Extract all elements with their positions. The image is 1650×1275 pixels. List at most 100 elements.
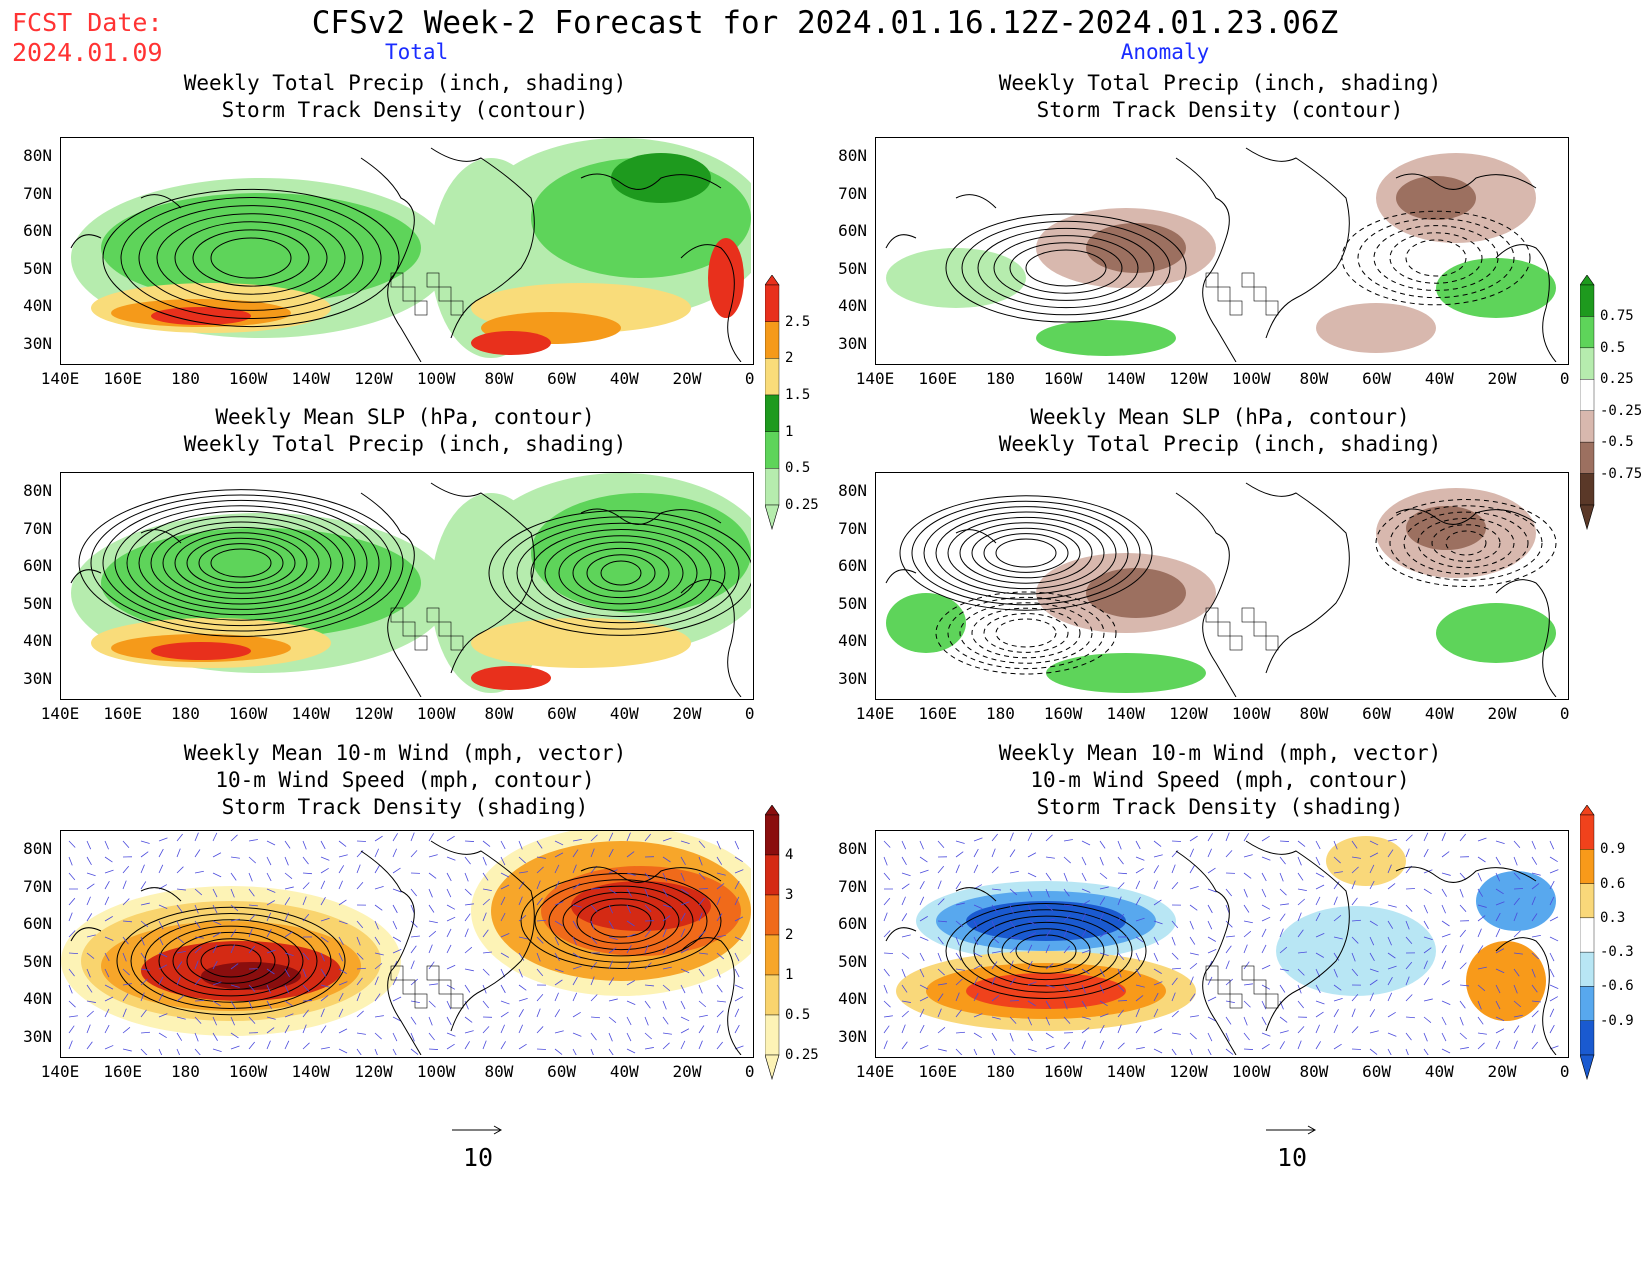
colorbar-strip <box>765 805 780 1081</box>
latitude-label: 70N <box>23 876 52 896</box>
longitude-label: 100W <box>1231 704 1271 723</box>
map-canvas <box>885 482 1557 697</box>
map-total-slp <box>60 472 754 700</box>
map-canvas <box>883 832 1559 1055</box>
longitude-label: 140E <box>40 1062 80 1081</box>
longitude-label: 40W <box>1424 704 1454 723</box>
latitude-label: 30N <box>23 1026 52 1046</box>
latitude-label: 60N <box>23 914 52 933</box>
map-canvas <box>70 138 751 362</box>
latitude-label: 30N <box>23 668 52 688</box>
latitude-label: 30N <box>23 333 52 353</box>
panel-title-total-slp: Weekly Mean SLP (hPa, contour) Weekly To… <box>183 405 627 456</box>
map-total-wind <box>60 830 754 1058</box>
longitude-label: 80W <box>1299 369 1329 388</box>
latitude-label: 30N <box>838 668 867 688</box>
longitude-label: 40W <box>1424 1062 1454 1081</box>
colorbar-label: -0.9 <box>1600 1012 1634 1029</box>
longitude-label: 160E <box>103 1062 142 1081</box>
longitude-label: 160W <box>1043 704 1083 723</box>
latitude-label: 50N <box>23 593 52 613</box>
longitude-label: 140W <box>291 704 331 723</box>
longitude-label: 0 <box>1559 704 1570 723</box>
longitude-label: 140E <box>40 369 80 388</box>
colorbar-label: 0.6 <box>1600 875 1626 892</box>
longitude-label: 60W <box>547 704 577 723</box>
latitude-label: 40N <box>838 296 867 315</box>
longitude-label: 80W <box>1299 1062 1329 1081</box>
latitude-label: 60N <box>838 914 867 933</box>
longitude-label: 100W <box>416 704 456 723</box>
colorbar-label: 0.25 <box>1600 371 1634 388</box>
colorbar-label: 0.9 <box>1600 841 1626 858</box>
latitude-label: 30N <box>838 333 867 353</box>
longitude-label: 140W <box>1106 369 1146 388</box>
longitude-label: 60W <box>1362 369 1392 388</box>
latitude-label: 60N <box>23 556 52 575</box>
panel-title-total-precip: Weekly Total Precip (inch, shading) Stor… <box>183 71 627 122</box>
colorbar-label: 0.75 <box>1600 308 1634 325</box>
longitude-label: 180 <box>170 1062 200 1081</box>
colorbar-label: 0.25 <box>785 497 819 513</box>
colorbar-strip <box>765 275 780 531</box>
colorbar-label: -0.6 <box>1600 978 1634 995</box>
longitude-label: 40W <box>1424 369 1454 388</box>
longitude-label: 140W <box>291 1062 331 1081</box>
colorbar-label: 3 <box>785 887 794 903</box>
latitude-label: 30N <box>838 1026 867 1046</box>
longitude-label: 20W <box>1487 704 1517 723</box>
longitude-label: 140E <box>855 1062 895 1081</box>
longitude-label: 180 <box>985 369 1015 388</box>
panel-title-anom-wind: Weekly Mean 10-m Wind (mph, vector) 10-m… <box>998 741 1442 819</box>
colorbar-strip <box>1580 805 1595 1081</box>
colorbar-label: 4 <box>785 847 794 863</box>
longitude-label: 80W <box>484 704 514 723</box>
longitude-label: 0 <box>1559 369 1570 388</box>
vector-reference-left: 10 <box>448 1122 508 1172</box>
longitude-label: 120W <box>1169 369 1208 388</box>
longitude-label: 80W <box>1299 704 1329 723</box>
longitude-label: 160E <box>103 369 142 388</box>
colorbar-label: 1.5 <box>785 387 811 403</box>
longitude-label: 60W <box>547 369 577 388</box>
longitude-label: 120W <box>1169 704 1208 723</box>
longitude-label: 60W <box>1362 1062 1392 1081</box>
longitude-label: 160E <box>103 704 142 723</box>
map-anomaly-wind <box>875 830 1569 1058</box>
colorbar-label: -0.5 <box>1600 434 1634 451</box>
colorbar-label: -0.75 <box>1600 465 1643 482</box>
latitude-label: 40N <box>838 989 867 1008</box>
longitude-label: 100W <box>1231 369 1271 388</box>
column-label-total: Total <box>385 40 449 64</box>
longitude-label: 0 <box>744 1062 755 1081</box>
page-title: CFSv2 Week-2 Forecast for 2024.01.16.12Z… <box>311 5 1339 41</box>
colorbar-label: 0.3 <box>1600 909 1626 926</box>
latitude-label: 50N <box>838 258 867 278</box>
latitude-label: 70N <box>838 876 867 896</box>
latitude-label: 50N <box>23 951 52 971</box>
forecast-date-block: FCST Date: 2024.01.09 <box>12 8 163 68</box>
colorbar-total-precip: 2.5 2 1.5 1 0.5 0.25 <box>765 275 835 535</box>
longitude-label: 120W <box>354 369 393 388</box>
fcst-date-label: FCST Date: <box>12 8 163 37</box>
longitude-label: 120W <box>354 1062 393 1081</box>
longitude-label: 40W <box>609 1062 639 1081</box>
longitude-label: 20W <box>672 704 702 723</box>
longitude-label: 80W <box>484 1062 514 1081</box>
latitude-label: 50N <box>23 258 52 278</box>
latitude-label: 80N <box>838 481 867 500</box>
panel-title-anom-slp: Weekly Mean SLP (hPa, contour) Weekly To… <box>998 405 1442 456</box>
colorbar-label: 2 <box>785 350 794 367</box>
longitude-label: 120W <box>354 704 393 723</box>
colorbar-strip <box>1580 275 1595 531</box>
longitude-label: 160W <box>228 369 268 388</box>
longitude-label: 180 <box>170 369 200 388</box>
longitude-label: 140E <box>40 704 80 723</box>
vector-reference-arrow <box>1266 1125 1317 1135</box>
longitude-label: 20W <box>1487 369 1517 388</box>
longitude-label: 20W <box>1487 1062 1517 1081</box>
colorbar-label: -0.25 <box>1600 402 1643 419</box>
longitude-label: 100W <box>1231 1062 1271 1081</box>
longitude-label: 0 <box>744 704 755 723</box>
latitude-label: 80N <box>23 839 52 858</box>
